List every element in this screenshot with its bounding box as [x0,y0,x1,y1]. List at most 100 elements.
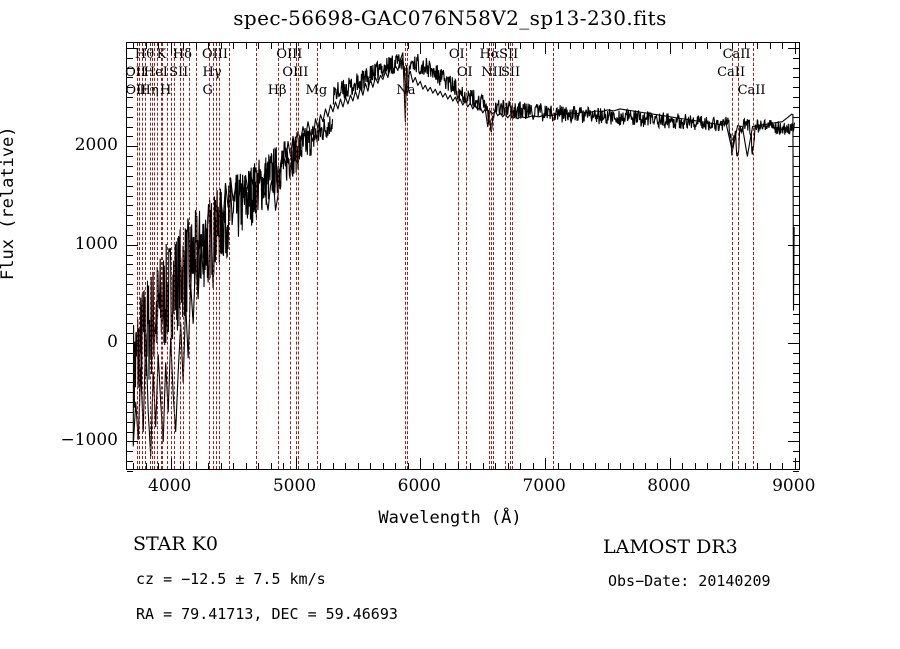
axis-tick [283,43,285,49]
obs-date: Obs−Date: 20140209 [608,572,771,590]
axis-tick [520,43,522,49]
spectral-line-label: Hδ [172,47,192,62]
axis-tick [127,343,138,345]
spectral-line-marker [170,43,172,469]
axis-tick [158,463,160,469]
axis-tick [295,458,297,469]
axis-tick [793,234,799,236]
axis-tick [127,441,138,443]
axis-tick [545,43,547,54]
spectral-line-label: Hα [479,47,500,62]
axis-tick [793,165,799,167]
spectral-line-label: SII [500,65,521,80]
axis-tick [127,461,133,463]
y-tick-label: −1000 [60,430,118,451]
axis-tick [607,463,609,469]
axis-tick [782,463,784,469]
y-tick-label: 0 [107,332,118,353]
spectral-line-marker [732,43,734,469]
spectral-line-label: CaII [722,47,751,62]
axis-tick [793,57,799,59]
axis-tick [793,372,799,374]
spectral-line-marker [509,43,511,469]
spectrum-plot [126,42,800,472]
spectral-line-marker [136,43,138,469]
axis-tick [495,43,497,49]
spectral-line-label: OI [448,47,465,62]
axis-tick [127,215,133,217]
axis-tick [582,463,584,469]
spectral-line-marker [296,43,298,469]
axis-tick [570,463,572,469]
page-title: spec-56698-GAC076N58V2_sp13-230.fits [233,6,667,30]
axis-tick [470,43,472,49]
axis-tick [545,458,547,469]
axis-tick [170,43,172,54]
axis-tick [407,463,409,469]
axis-tick [694,463,696,469]
axis-tick [183,463,185,469]
axis-tick [283,463,285,469]
axis-tick [127,471,133,472]
axis-tick [432,463,434,469]
axis-tick [744,43,746,49]
axis-tick [127,303,133,305]
y-tick-label: 1000 [74,233,118,254]
axis-tick [793,264,799,266]
spectral-line-marker [493,43,495,469]
axis-tick [127,57,133,59]
axis-tick [127,106,133,108]
axis-tick [793,431,799,433]
coordinates: RA = 79.41713, DEC = 59.46693 [136,605,398,623]
axis-tick [445,463,447,469]
axis-tick [127,333,133,335]
axis-tick [320,463,322,469]
axis-tick [557,43,559,49]
axis-tick [595,43,597,49]
axis-tick [127,421,133,423]
axis-tick [345,43,347,49]
spectral-line-marker [213,43,215,469]
axis-tick [127,392,133,394]
axis-tick [332,43,334,49]
spectral-line-marker [511,43,513,469]
spectral-line-label: SII [499,47,519,62]
x-axis-title: Wavelength (Å) [378,508,522,528]
axis-tick [595,463,597,469]
axis-tick [307,43,309,49]
axis-tick [732,463,734,469]
axis-tick [482,463,484,469]
axis-tick [793,303,799,305]
axis-tick [793,352,799,354]
axis-tick [127,146,138,148]
axis-tick [793,185,799,187]
axis-tick [570,43,572,49]
axis-tick [220,43,222,49]
axis-tick [127,87,133,89]
axis-tick [127,185,133,187]
axis-tick [127,313,133,315]
axis-tick [133,463,135,469]
axis-tick [208,463,210,469]
axis-tick [127,264,133,266]
x-tick-label: 7000 [522,476,566,496]
axis-tick [793,215,799,217]
axis-tick [233,463,235,469]
spectral-line-marker [219,43,221,469]
axis-tick [793,471,799,472]
spectral-line-label: G [202,83,213,98]
axis-tick [582,43,584,49]
axis-tick [357,43,359,49]
spectral-line-label: Hβ [267,83,287,98]
spectral-line-label: OIII [276,47,303,62]
axis-tick [127,274,133,276]
axis-tick [332,463,334,469]
axis-tick [370,43,372,49]
axis-tick [793,293,799,295]
axis-tick [127,97,133,99]
axis-tick [127,195,133,197]
axis-tick [258,463,260,469]
spectral-line-label: CaII [737,83,766,98]
x-tick-label: 5000 [272,476,317,496]
axis-tick [657,43,659,49]
